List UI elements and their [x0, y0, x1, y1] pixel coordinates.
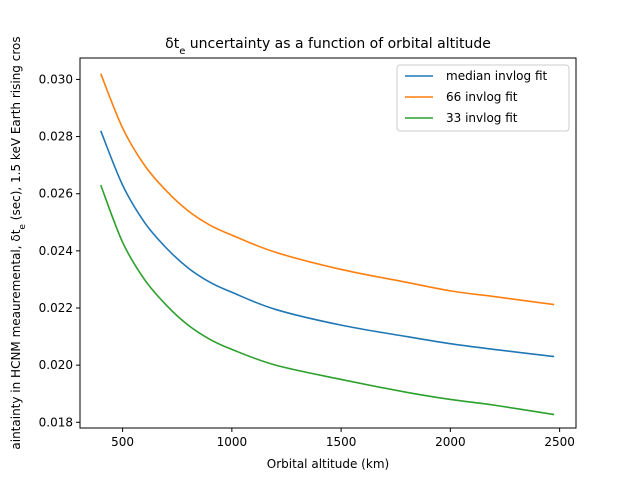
legend-box [396, 64, 570, 132]
chart-title: δte uncertainty as a function of orbital… [165, 36, 491, 57]
x-axis-ticks: 500 1000 1500 2000 2500 [111, 428, 575, 449]
y-axis-label: aintainty in HCNM meauremental, δte (sec… [9, 36, 28, 449]
y-tick-label: 0.020 [39, 358, 73, 372]
legend: median invlog fit 66 invlog fit 33 invlo… [396, 64, 570, 132]
y-tick-label: 0.026 [39, 187, 73, 201]
series-line-66 [100, 73, 555, 306]
series-line-33 [100, 184, 555, 416]
series-line-median [100, 130, 555, 358]
x-tick-label: 1500 [326, 435, 357, 449]
plot-frame [79, 57, 577, 429]
y-tick-label: 0.030 [39, 72, 73, 86]
x-tick-label: 2000 [435, 435, 466, 449]
x-tick-label: 500 [111, 435, 134, 449]
y-tick-label: 0.018 [39, 415, 73, 429]
x-tick-label: 2500 [544, 435, 575, 449]
legend-label-33: 33 invlog fit [446, 111, 518, 125]
y-tick-label: 0.028 [39, 130, 73, 144]
y-axis-ticks: 0.018 0.020 0.022 0.024 0.026 0.028 0.030 [39, 72, 80, 429]
x-tick-label: 1000 [217, 435, 248, 449]
legend-label-66: 66 invlog fit [446, 90, 518, 104]
series-layer [100, 73, 555, 416]
y-tick-label: 0.024 [39, 244, 73, 258]
y-tick-label: 0.022 [39, 301, 73, 315]
legend-label-median: median invlog fit [446, 69, 548, 83]
x-axis-label: Orbital altitude (km) [267, 457, 389, 471]
